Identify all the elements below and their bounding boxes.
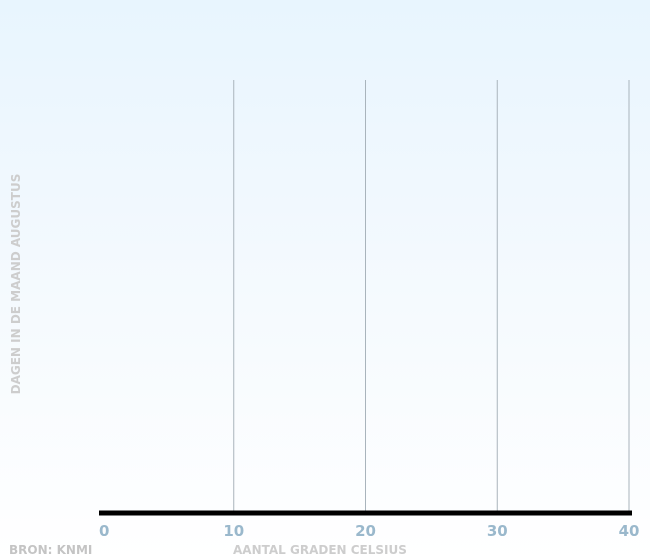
gridlines bbox=[233, 80, 630, 513]
x-tick-labels: 0 10 20 30 40 bbox=[99, 522, 639, 540]
x-tick-label-30: 30 bbox=[487, 522, 508, 540]
x-axis-title: AANTAL GRADEN CELSIUS bbox=[233, 543, 407, 557]
x-tick-label-20: 20 bbox=[355, 522, 376, 540]
y-axis-title: DAGEN IN DE MAAND AUGUSTUS bbox=[9, 174, 23, 395]
source-label: BRON: KNMI bbox=[9, 543, 92, 557]
x-tick-label-0: 0 bbox=[99, 522, 109, 540]
x-tick-label-10: 10 bbox=[223, 522, 244, 540]
x-tick-label-40: 40 bbox=[619, 522, 640, 540]
